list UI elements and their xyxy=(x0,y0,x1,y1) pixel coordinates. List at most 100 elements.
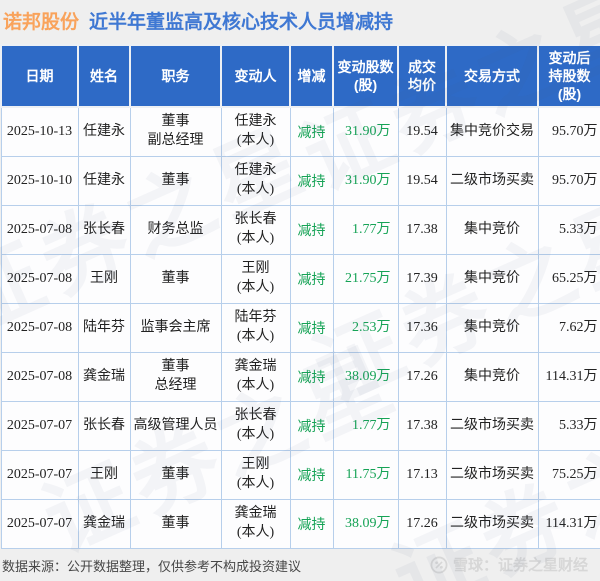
cell-direction: 减持 xyxy=(289,352,334,402)
brand-text: 雪球：证券之星财经 xyxy=(452,557,588,574)
cell-position: 董事 xyxy=(129,499,222,549)
cell-direction: 减持 xyxy=(289,303,334,353)
cell-date: 2025-07-08 xyxy=(0,352,79,402)
cell-position: 董事 副总经理 xyxy=(129,106,222,157)
cell-avg-price: 17.39 xyxy=(397,254,447,304)
cell-direction: 减持 xyxy=(289,450,334,500)
cell-avg-price: 17.13 xyxy=(397,450,447,500)
cell-changer: 龚金瑞 (本人) xyxy=(220,352,291,402)
cell-position: 董事 xyxy=(129,254,222,304)
report-subtitle: 近半年董监高及核心技术人员增减持 xyxy=(89,12,394,33)
table-body: 2025-10-13 任建永 董事 副总经理 任建永 (本人) 减持 31.90万 19.5… xyxy=(0,106,600,549)
cell-direction: 减持 xyxy=(289,254,334,304)
cell-avg-price: 17.26 xyxy=(397,499,447,549)
cell-name: 龚金瑞 xyxy=(77,499,131,549)
cell-changer: 任建永 (本人) xyxy=(220,156,291,206)
cell-shares-changed: 1.77万 xyxy=(332,205,399,255)
cell-shares-after: 114.31万 xyxy=(537,499,600,549)
cell-shares-after: 5.33万 xyxy=(537,401,600,451)
cell-name: 任建永 xyxy=(77,156,131,206)
cell-avg-price: 17.26 xyxy=(397,352,447,402)
cell-shares-after: 95.70万 xyxy=(537,106,600,157)
data-source-note: 数据来源：公开数据整理，仅供参考不构成投资建议 xyxy=(2,559,302,574)
cell-avg-price: 17.36 xyxy=(397,303,447,353)
cell-shares-after: 7.62万 xyxy=(537,303,600,353)
cell-shares-changed: 31.90万 xyxy=(332,106,399,157)
cell-trade-method: 集中竞价交易 xyxy=(445,106,539,157)
column-header-trade-method: 交易方式 xyxy=(445,44,539,108)
cell-trade-method: 集中竞价 xyxy=(445,352,539,402)
cell-direction: 减持 xyxy=(289,205,334,255)
cell-trade-method: 二级市场买卖 xyxy=(445,450,539,500)
table-row: 2025-07-07 张长春 高级管理人员 张长春 (本人) 减持 1.77万 17.38 二… xyxy=(0,401,600,451)
cell-shares-changed: 21.75万 xyxy=(332,254,399,304)
cell-position: 高级管理人员 xyxy=(129,401,222,451)
cell-avg-price: 19.54 xyxy=(397,106,447,157)
cell-changer: 任建永 (本人) xyxy=(220,106,291,157)
cell-trade-method: 集中竞价 xyxy=(445,254,539,304)
cell-trade-method: 集中竞价 xyxy=(445,205,539,255)
cell-changer: 张长春 (本人) xyxy=(220,401,291,451)
cell-date: 2025-07-08 xyxy=(0,303,79,353)
cell-position: 董事 xyxy=(129,156,222,206)
cell-avg-price: 17.38 xyxy=(397,205,447,255)
column-header-shares-after: 变动后 持股数 (股) xyxy=(537,44,600,108)
cell-changer: 王刚 (本人) xyxy=(220,450,291,500)
column-header-changer: 变动人 xyxy=(220,44,291,108)
table-row: 2025-10-10 任建永 董事 任建永 (本人) 减持 31.90万 19.54 二级市场… xyxy=(0,156,600,206)
cell-name: 张长春 xyxy=(77,205,131,255)
cell-shares-after: 114.31万 xyxy=(537,352,600,402)
cell-direction: 减持 xyxy=(289,156,334,206)
cell-shares-after: 5.33万 xyxy=(537,205,600,255)
cell-date: 2025-10-10 xyxy=(0,156,79,206)
cell-changer: 龚金瑞 (本人) xyxy=(220,499,291,549)
cell-trade-method: 二级市场买卖 xyxy=(445,401,539,451)
cell-shares-changed: 1.77万 xyxy=(332,401,399,451)
table-row: 2025-07-08 王刚 董事 王刚 (本人) 减持 21.75万 17.39 集中竞价 65… xyxy=(0,254,600,304)
cell-trade-method: 二级市场买卖 xyxy=(445,156,539,206)
cell-trade-method: 二级市场买卖 xyxy=(445,499,539,549)
cell-name: 陆年芬 xyxy=(77,303,131,353)
cell-date: 2025-07-07 xyxy=(0,450,79,500)
cell-changer: 陆年芬 (本人) xyxy=(220,303,291,353)
cell-changer: 张长春 (本人) xyxy=(220,205,291,255)
stock-name: 诺邦股份 xyxy=(3,12,80,33)
cell-shares-after: 65.25万 xyxy=(537,254,600,304)
cell-shares-changed: 38.09万 xyxy=(332,352,399,402)
brand-credit: 雪球：证券之星财经 xyxy=(430,554,588,575)
cell-direction: 减持 xyxy=(289,106,334,157)
cell-direction: 减持 xyxy=(289,499,334,549)
cell-name: 王刚 xyxy=(77,254,131,304)
column-header-position: 职务 xyxy=(129,44,222,108)
table-row: 2025-07-07 龚金瑞 董事 龚金瑞 (本人) 减持 38.09万 17.26 二级市场… xyxy=(0,499,600,549)
cell-date: 2025-07-08 xyxy=(0,205,79,255)
table-header-row: 日期 姓名 职务 变动人 增减 变动股数 (股) 成交 均价 交易方式 变动后 持股数 (股) xyxy=(0,44,600,108)
cell-name: 张长春 xyxy=(77,401,131,451)
table-row: 2025-07-08 张长春 财务总监 张长春 (本人) 减持 1.77万 17.38 集中竞… xyxy=(0,205,600,255)
cell-position: 董事 总经理 xyxy=(129,352,222,402)
cell-position: 财务总监 xyxy=(129,205,222,255)
cell-name: 龚金瑞 xyxy=(77,352,131,402)
cell-trade-method: 集中竞价 xyxy=(445,303,539,353)
page-title: 诺邦股份 近半年董监高及核心技术人员增减持 xyxy=(0,0,600,44)
cell-shares-changed: 31.90万 xyxy=(332,156,399,206)
insider-trading-table: 日期 姓名 职务 变动人 增减 变动股数 (股) 成交 均价 交易方式 变动后 持股数 (股) … xyxy=(0,44,600,549)
cell-date: 2025-07-08 xyxy=(0,254,79,304)
table-row: 2025-07-08 陆年芬 监事会主席 陆年芬 (本人) 减持 2.53万 17.36 集中… xyxy=(0,303,600,353)
cell-direction: 减持 xyxy=(289,401,334,451)
cell-date: 2025-07-07 xyxy=(0,499,79,549)
column-header-direction: 增减 xyxy=(289,44,334,108)
cell-shares-changed: 38.09万 xyxy=(332,499,399,549)
cell-date: 2025-07-07 xyxy=(0,401,79,451)
cell-position: 监事会主席 xyxy=(129,303,222,353)
footer: 数据来源：公开数据整理，仅供参考不构成投资建议 雪球：证券之星财经 xyxy=(0,549,600,581)
cell-date: 2025-10-13 xyxy=(0,106,79,157)
xueqiu-logo-icon xyxy=(430,556,448,574)
cell-avg-price: 19.54 xyxy=(397,156,447,206)
cell-shares-changed: 2.53万 xyxy=(332,303,399,353)
cell-avg-price: 17.38 xyxy=(397,401,447,451)
cell-position: 董事 xyxy=(129,450,222,500)
column-header-avg-price: 成交 均价 xyxy=(397,44,447,108)
cell-name: 王刚 xyxy=(77,450,131,500)
column-header-name: 姓名 xyxy=(77,44,131,108)
